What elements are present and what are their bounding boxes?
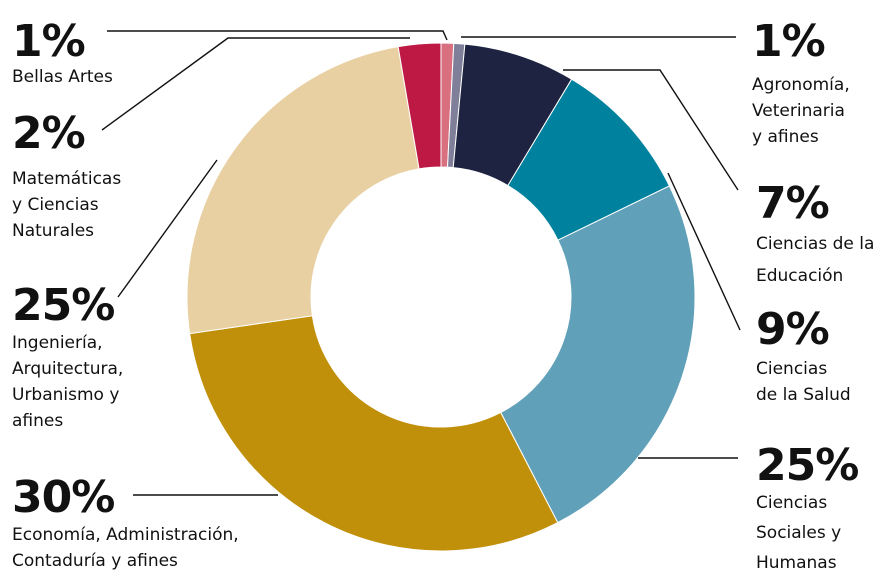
- percent-label: 25%: [756, 440, 859, 491]
- category-label: Economía, Administración, Contaduría y a…: [12, 525, 239, 571]
- percent-label: 25%: [12, 280, 115, 331]
- percent-label: 1%: [12, 16, 86, 67]
- leader-line-2: [101, 37, 410, 131]
- category-label: Ingeniería, Arquitectura, Urbanismo y af…: [12, 333, 124, 431]
- label-sociales: 25% Ciencias Sociales y Humanas: [756, 440, 859, 578]
- label-ingenieria: 25% Ingeniería, Arquitectura, Urbanismo …: [12, 284, 123, 434]
- percent-label: 9%: [756, 304, 830, 355]
- slice-6: [186, 46, 420, 335]
- slice-7: [397, 42, 442, 170]
- category-label: Matemáticas y Ciencias Naturales: [12, 169, 122, 241]
- leader-line-0: [107, 30, 448, 41]
- slice-5: [189, 315, 559, 552]
- category-label: Bellas Artes: [12, 67, 113, 87]
- leader-lines: [101, 30, 741, 496]
- label-agronomia: 1% Agronomía, Veterinaria y afines: [752, 20, 850, 150]
- category-label: Ciencias de la Salud: [756, 359, 851, 405]
- category-label: Agronomía, Veterinaria y afines: [752, 75, 850, 147]
- category-label: Ciencias Sociales y Humanas: [756, 493, 842, 573]
- percent-label: 2%: [12, 108, 86, 159]
- label-salud: 9% Ciencias de la Salud: [756, 308, 851, 408]
- leader-line-5: [117, 159, 218, 298]
- label-educacion: 7% Ciencias de la Educación: [756, 182, 874, 292]
- percent-label: 30%: [12, 472, 115, 523]
- label-economia: 30% Economía, Administración, Contaduría…: [12, 476, 239, 574]
- percent-label: 1%: [752, 16, 826, 67]
- label-matematicas: 2% Matemáticas y Ciencias Naturales: [12, 112, 121, 244]
- percent-label: 7%: [756, 178, 830, 229]
- leader-line-4: [667, 172, 741, 331]
- leader-line-3: [563, 69, 739, 191]
- slice-4: [500, 185, 696, 524]
- label-bellas-artes: 1% Bellas Artes: [12, 20, 113, 90]
- category-label: Ciencias de la Educación: [756, 234, 875, 286]
- donut-slices: [186, 42, 696, 552]
